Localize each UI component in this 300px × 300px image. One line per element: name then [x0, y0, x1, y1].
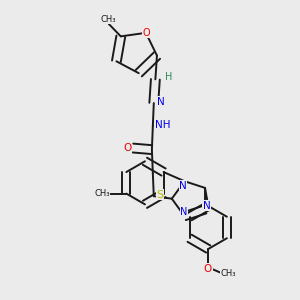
Text: CH₃: CH₃: [94, 189, 110, 198]
Text: N: N: [180, 207, 188, 218]
Text: CH₃: CH₃: [101, 15, 116, 24]
Text: S: S: [157, 190, 164, 200]
Text: O: O: [123, 143, 131, 153]
Text: CH₃: CH₃: [221, 268, 236, 278]
Text: N: N: [157, 97, 165, 107]
Text: N: N: [179, 181, 187, 191]
Text: N: N: [203, 201, 211, 211]
Text: H: H: [165, 72, 172, 82]
Text: NH: NH: [154, 120, 170, 130]
Text: O: O: [204, 264, 212, 274]
Text: O: O: [142, 28, 150, 38]
